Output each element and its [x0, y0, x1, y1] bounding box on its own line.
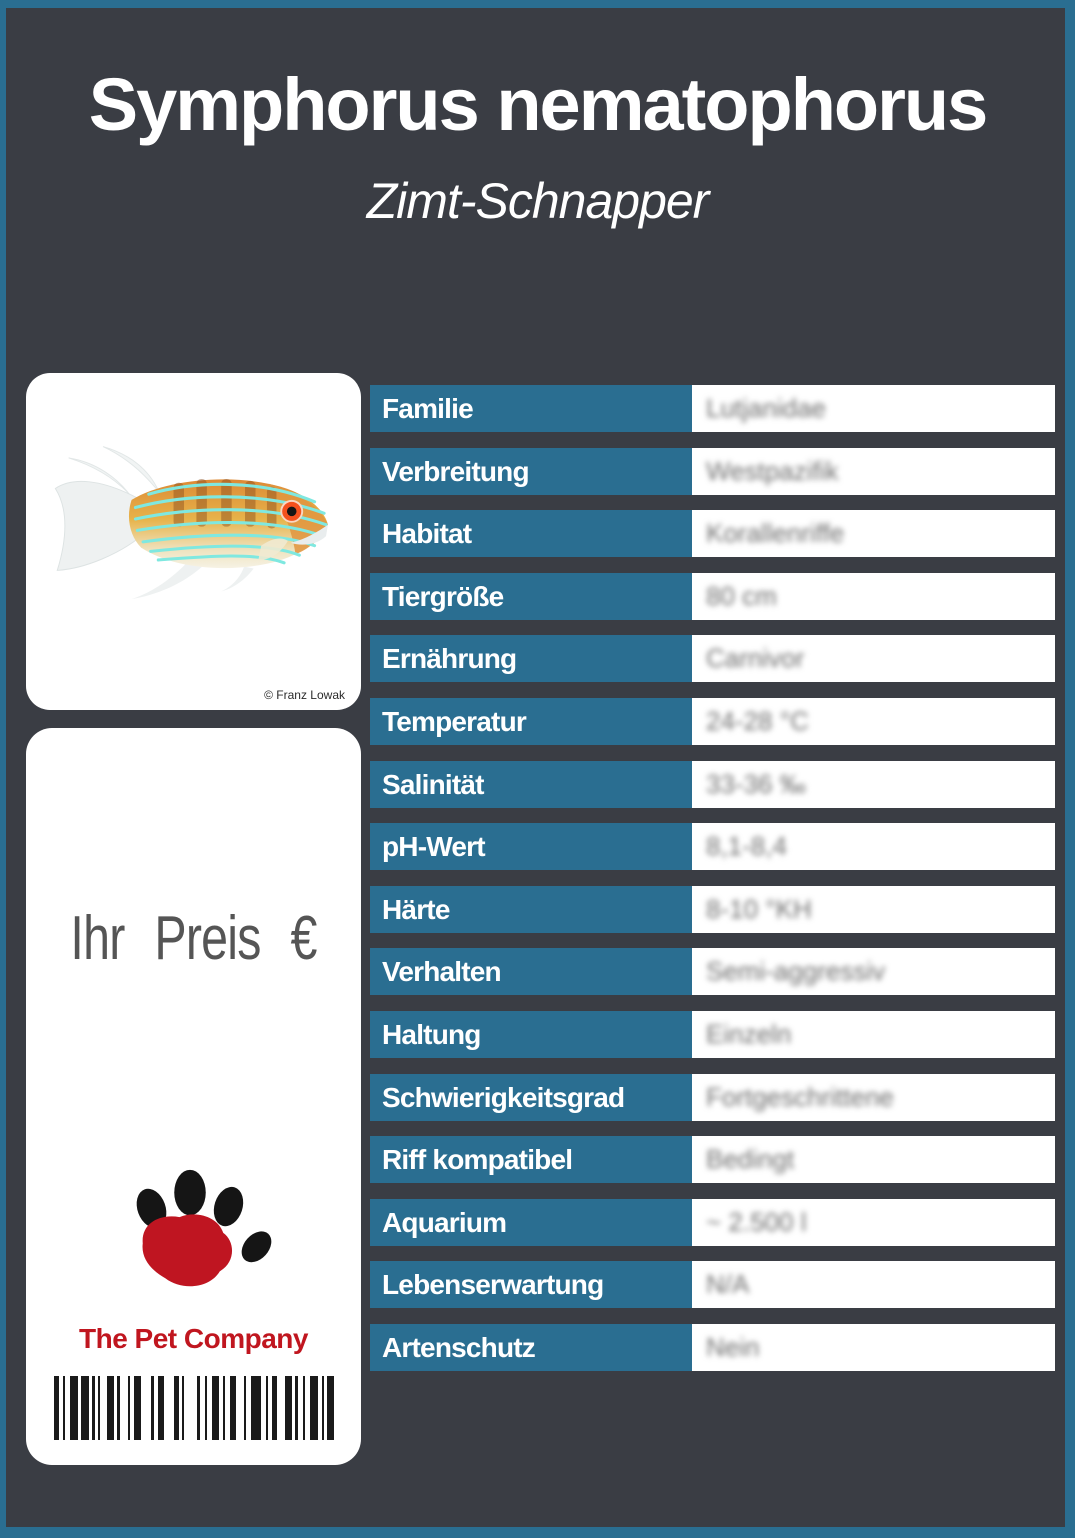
spec-label: pH-Wert [370, 823, 692, 871]
table-row: Ernährung Carnivor [370, 635, 1055, 683]
table-row: Lebenserwartung N/A [370, 1261, 1055, 1309]
spec-label: Riff kompatibel [370, 1136, 692, 1184]
spec-label: Haltung [370, 1010, 692, 1058]
spec-label: Schwierigkeitsgrad [370, 1073, 692, 1121]
spec-label: Familie [370, 385, 692, 432]
table-row: Artenschutz Nein [370, 1323, 1055, 1371]
spec-value: 8,1-8,4 [692, 823, 1055, 871]
spec-value: 80 cm [692, 572, 1055, 620]
spec-value: Bedingt [692, 1136, 1055, 1184]
fish-photo-card: © Franz Lowak [26, 373, 361, 710]
paw-print-icon [136, 1169, 272, 1287]
page-title: Symphorus nematophorus [88, 63, 989, 146]
table-row: Haltung Einzeln [370, 1010, 1055, 1058]
spec-value: N/A [692, 1261, 1055, 1309]
table-row: pH-Wert 8,1-8,4 [370, 823, 1055, 871]
spec-value: 8-10 °KH [692, 885, 1055, 933]
spec-label: Temperatur [370, 697, 692, 745]
spec-label: Lebenserwartung [370, 1261, 692, 1309]
spec-value: Korallenriffe [692, 510, 1055, 558]
spec-label: Verhalten [370, 948, 692, 996]
price-label: Ihr Preis € [70, 904, 317, 973]
table-row: Habitat Korallenriffe [370, 510, 1055, 558]
spec-value: Lutjanidae [692, 385, 1055, 432]
photo-credit: © Franz Lowak [264, 688, 345, 702]
spec-value: Westpazifik [692, 447, 1055, 495]
spec-label: Verbreitung [370, 447, 692, 495]
table-row: Familie Lutjanidae [370, 385, 1055, 432]
spec-label: Aquarium [370, 1198, 692, 1246]
spec-value: 33-36 ‰ [692, 760, 1055, 808]
table-row: Schwierigkeitsgrad Fortgeschrittene [370, 1073, 1055, 1121]
spec-value: Fortgeschrittene [692, 1073, 1055, 1121]
table-row: Verhalten Semi-aggressiv [370, 948, 1055, 996]
page-subtitle: Zimt-Schnapper [366, 173, 710, 229]
table-row: Tiergröße 80 cm [370, 572, 1055, 620]
barcode [53, 1376, 334, 1440]
table-row: Riff kompatibel Bedingt [370, 1136, 1055, 1184]
spec-label: Ernährung [370, 635, 692, 683]
spec-value: Einzeln [692, 1010, 1055, 1058]
spec-value: ~ 2.500 l [692, 1198, 1055, 1246]
spec-label: Habitat [370, 510, 692, 558]
table-row: Salinität 33-36 ‰ [370, 760, 1055, 808]
spec-label: Artenschutz [370, 1323, 692, 1371]
table-row: Verbreitung Westpazifik [370, 447, 1055, 495]
spec-value: Carnivor [692, 635, 1055, 683]
table-row: Temperatur 24-28 °C [370, 697, 1055, 745]
spec-label: Härte [370, 885, 692, 933]
spec-value: Nein [692, 1323, 1055, 1371]
price-card: Ihr Preis € The Pet Company [26, 728, 361, 1465]
spec-label: Tiergröße [370, 572, 692, 620]
table-row: Härte 8-10 °KH [370, 885, 1055, 933]
table-row: Aquarium ~ 2.500 l [370, 1198, 1055, 1246]
spec-table: Familie Lutjanidae Verbreitung Westpazif… [370, 385, 1055, 1387]
company-name: The Pet Company [79, 1323, 308, 1354]
spec-label: Salinität [370, 760, 692, 808]
spec-value: Semi-aggressiv [692, 948, 1055, 996]
fish-image [54, 446, 328, 600]
spec-value: 24-28 °C [692, 697, 1055, 745]
